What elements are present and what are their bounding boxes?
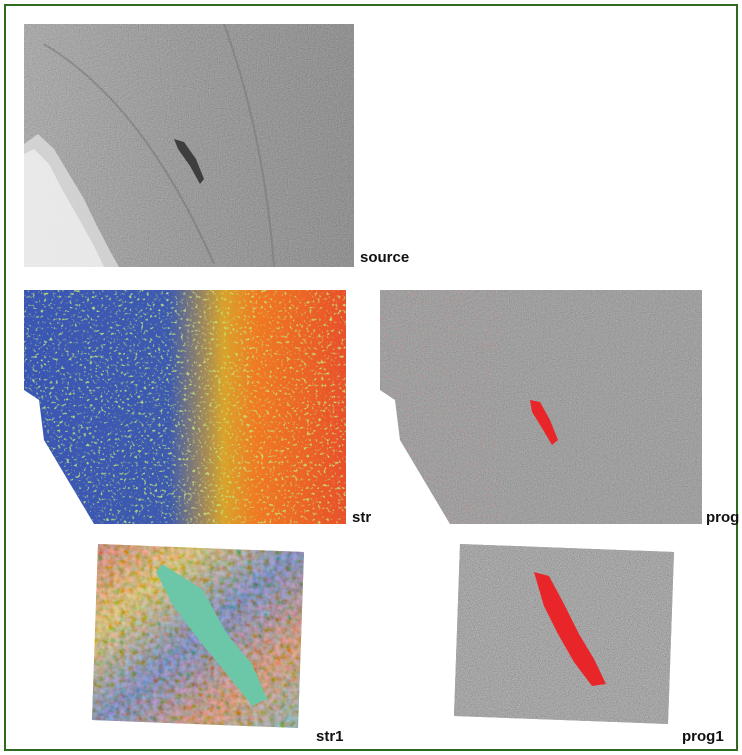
str1-image xyxy=(92,544,306,728)
prog-label: prog xyxy=(706,509,740,526)
str-image xyxy=(24,290,346,524)
prog1-image xyxy=(454,544,676,724)
str1-label: str1 xyxy=(316,728,344,745)
figure-frame: source xyxy=(4,4,740,751)
prog1-label: prog1 xyxy=(682,728,724,745)
source-image xyxy=(24,24,354,267)
prog-image xyxy=(380,290,702,524)
source-label: source xyxy=(360,249,410,266)
str-label: str xyxy=(352,509,372,526)
